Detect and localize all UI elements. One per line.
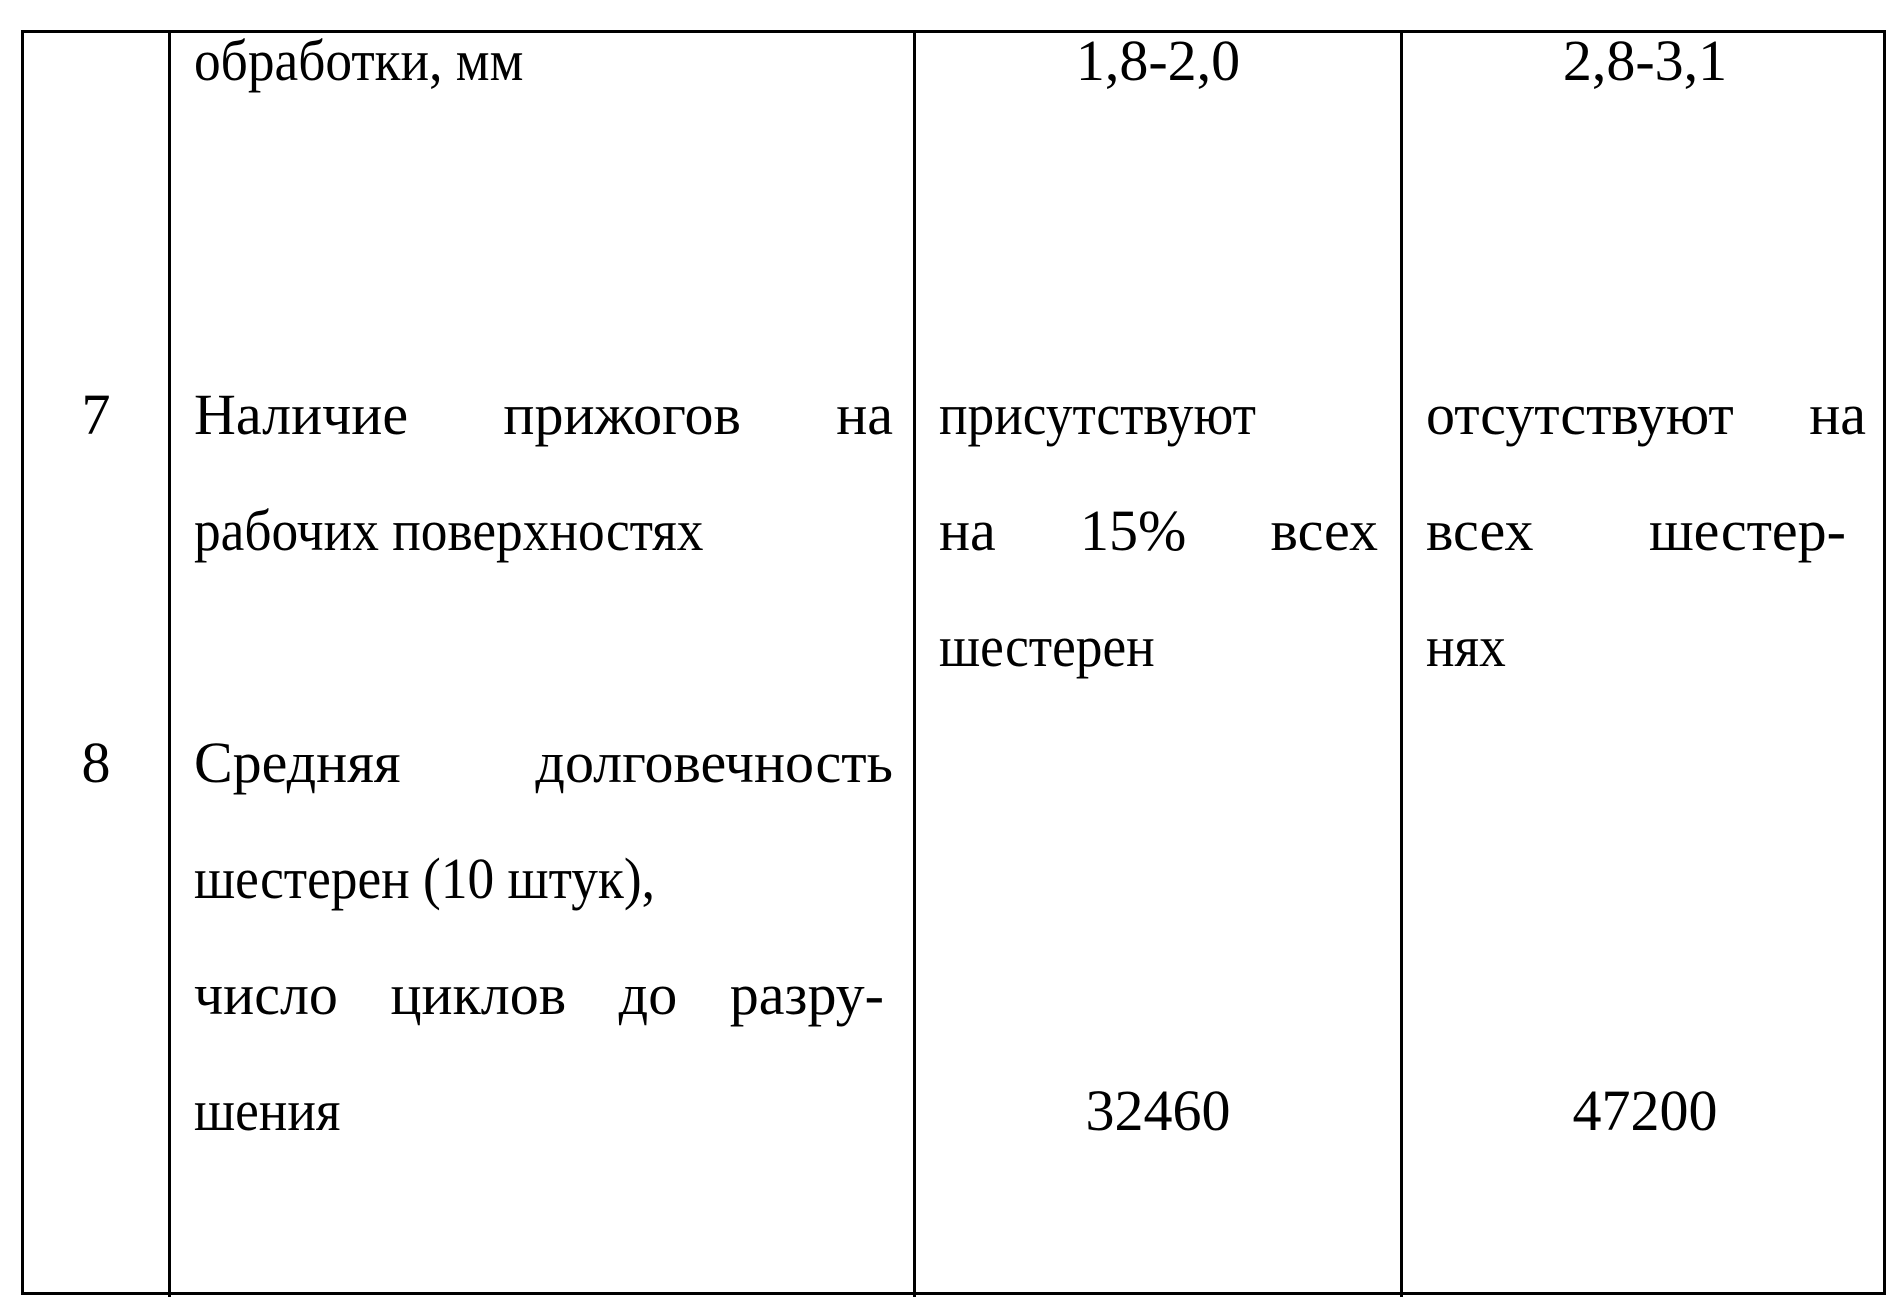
value-before-line: шестерен: [939, 612, 1155, 682]
value-after-cell: 47200: [1403, 1076, 1887, 1146]
param-cell-line: Средняя долговечность: [194, 728, 893, 798]
value-after-line: отсутствуют на: [1426, 380, 1866, 450]
param-cell-line: шестерен (10 штук),: [194, 844, 655, 914]
row-number: 7: [24, 380, 168, 450]
row-number: 8: [24, 728, 168, 798]
value-before-line: на 15% всех: [939, 496, 1378, 566]
value-after-line: всех шестер-: [1426, 496, 1846, 566]
value-after-line: нях: [1426, 612, 1506, 682]
value-before-cell: 32460: [916, 1076, 1400, 1146]
param-cell-line: Наличие прижогов на: [194, 380, 893, 450]
param-cell-line: число циклов до разру-: [194, 960, 884, 1030]
value-before-line: присутствуют: [939, 380, 1256, 450]
param-cell: обработки, мм: [194, 26, 523, 96]
value-after-cell: 2,8-3,1: [1403, 26, 1887, 96]
param-cell-line: шения: [194, 1076, 340, 1146]
value-before-cell: 1,8-2,0: [916, 26, 1400, 96]
param-cell-line: рабочих поверхностях: [194, 496, 703, 566]
column-divider: [168, 30, 171, 1297]
